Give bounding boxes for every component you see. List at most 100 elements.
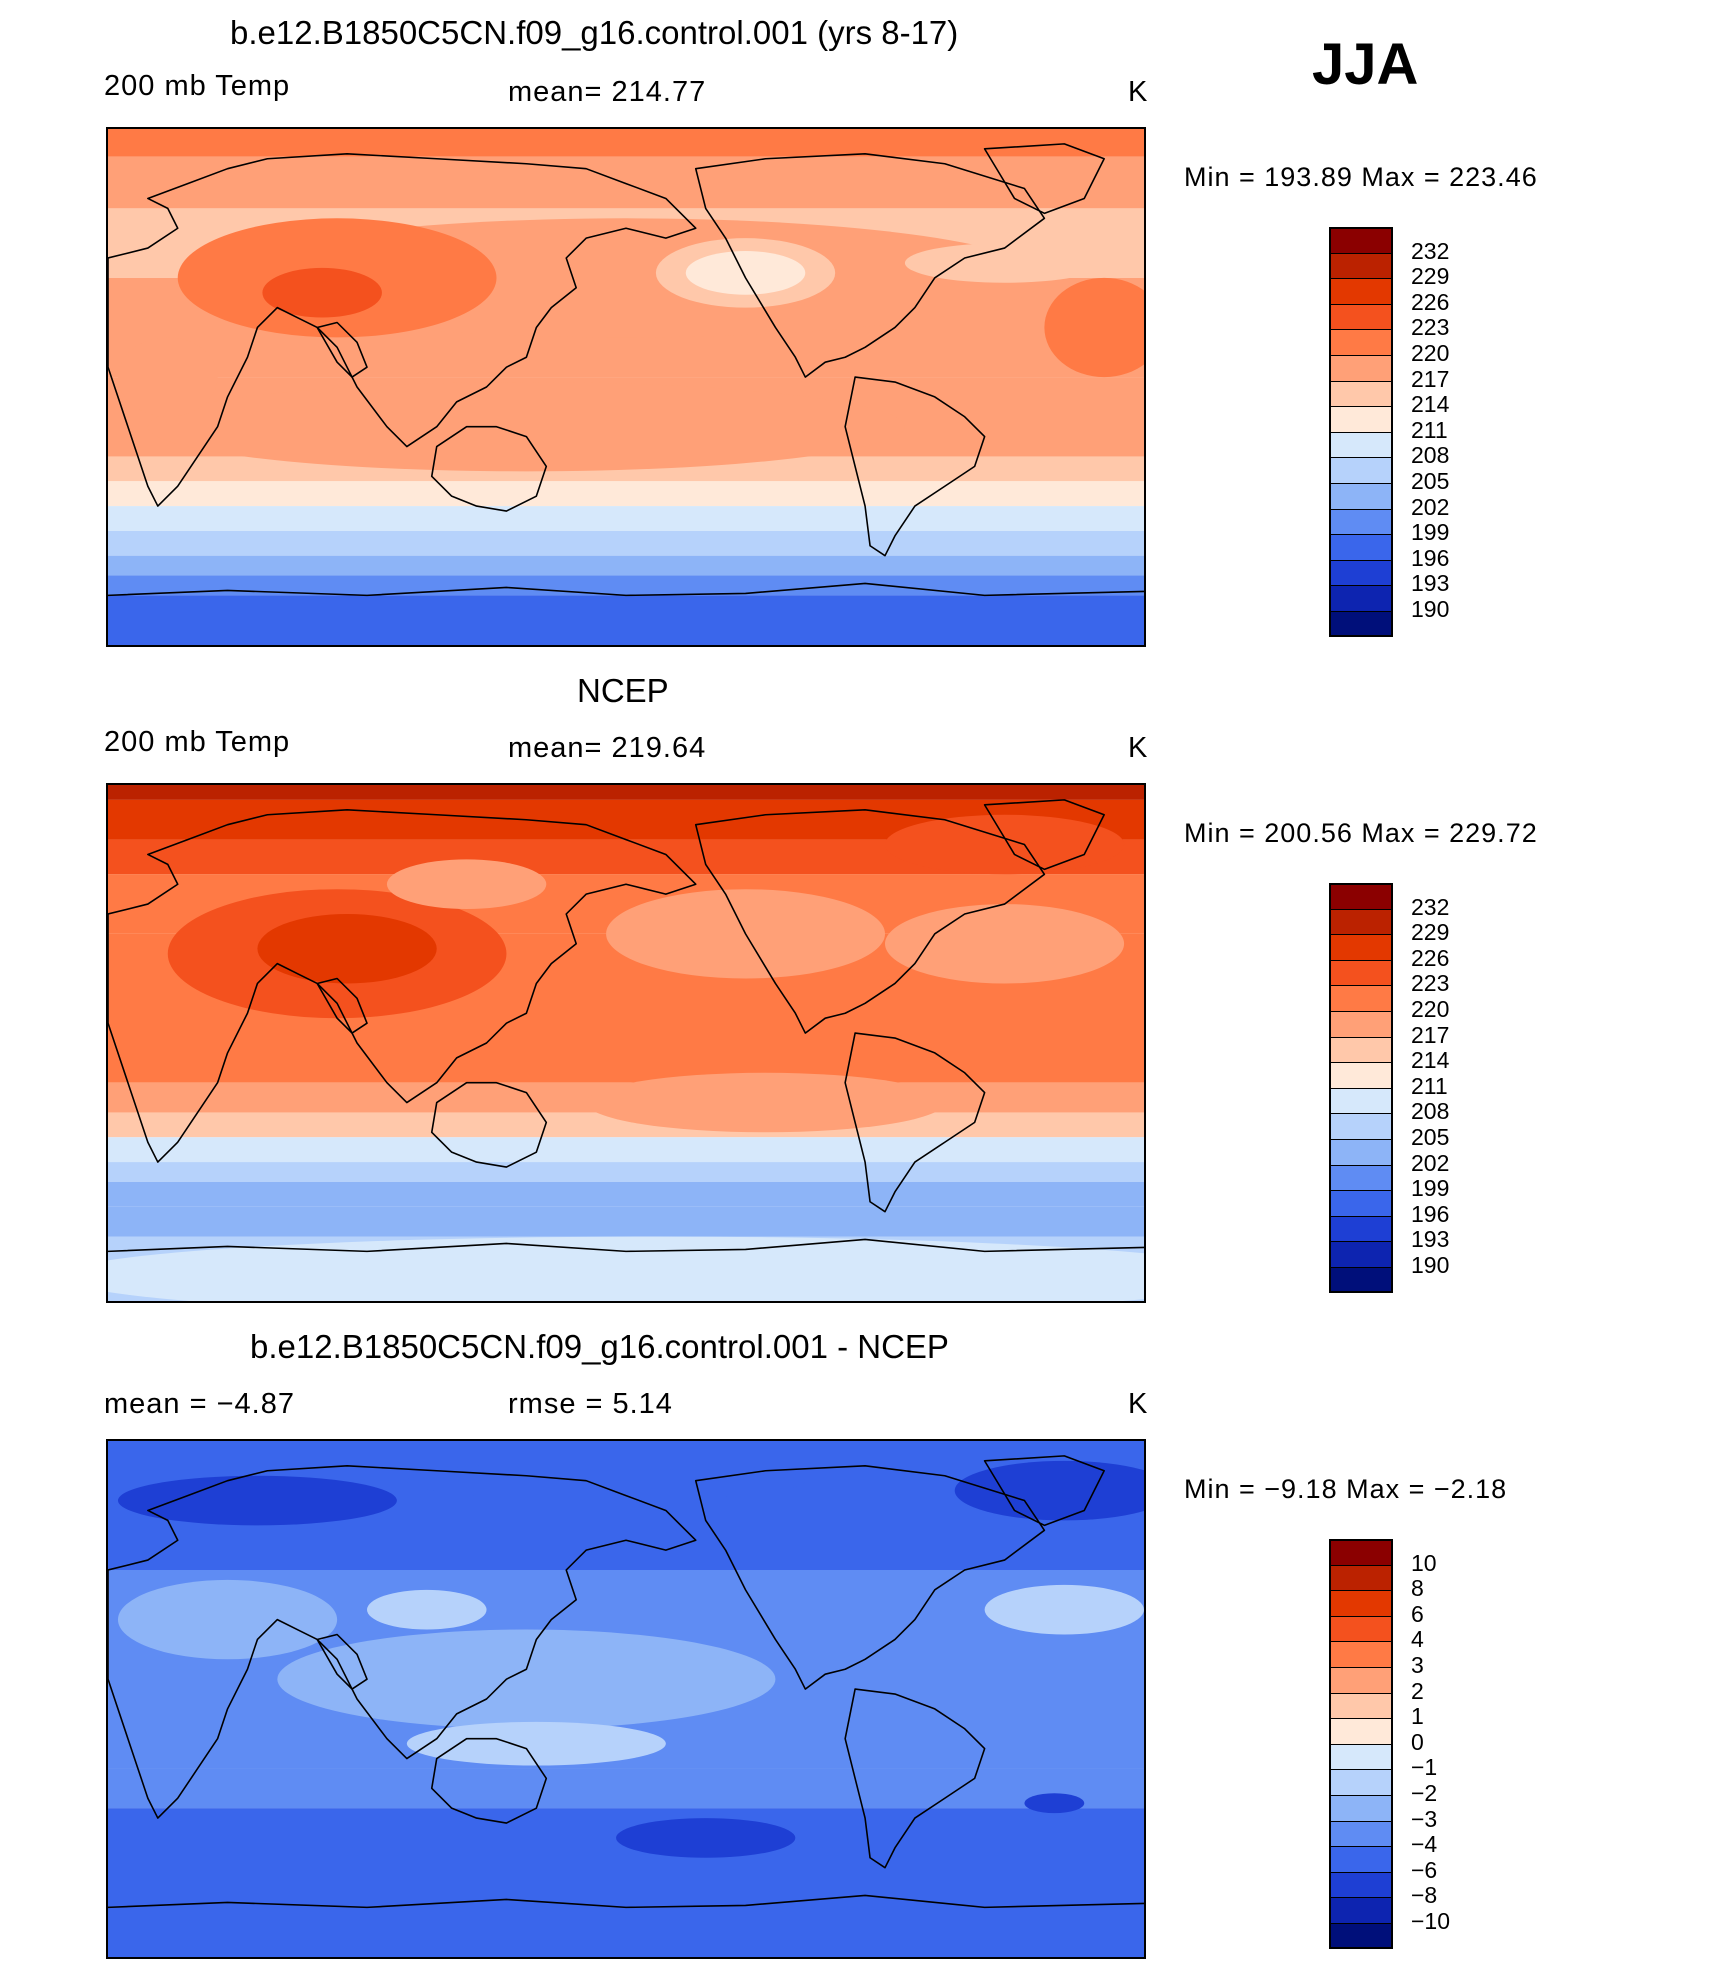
colorbar-swatch	[1329, 1267, 1393, 1293]
colorbar-tick-label: 199	[1411, 519, 1450, 546]
colorbar-swatch	[1329, 1846, 1393, 1872]
panel-2-minmax: Min = 200.56 Max = 229.72	[1184, 818, 1538, 848]
panel-2-colorbar: 232 229 226 223 220 217 214 211 208 205 202 199 196 1…	[1329, 883, 1449, 1293]
colorbar-swatch	[1329, 585, 1393, 611]
colorbar-swatch	[1329, 1692, 1393, 1719]
colorbar-swatch	[1329, 227, 1393, 253]
panel-3-title: b.e12.B1850C5CN.f09_g16.control.001 - NC…	[250, 1328, 949, 1365]
colorbar-tick-label: 223	[1411, 314, 1450, 341]
panel-3-minmax: Min = −9.18 Max = −2.18	[1184, 1474, 1508, 1504]
colorbar-tick-label: −4	[1411, 1831, 1438, 1858]
colorbar-tick-label: 1	[1411, 1703, 1424, 1730]
panel-1-units: K	[1128, 76, 1149, 108]
panel-1-mean-label: mean= 214.77	[508, 76, 707, 108]
colorbar-swatch	[1329, 1871, 1393, 1898]
colorbar-swatch	[1329, 559, 1393, 586]
colorbar-swatch	[1329, 1062, 1393, 1088]
panel-3-map	[106, 1439, 1146, 1959]
panel-2-contour-field	[108, 785, 1144, 1301]
colorbar-tick-label: 4	[1411, 1626, 1424, 1653]
panel-2-title: NCEP	[577, 672, 669, 709]
colorbar-swatch	[1329, 1641, 1393, 1667]
colorbar-tick-label: 220	[1411, 340, 1450, 366]
panel-2-units: K	[1128, 732, 1149, 764]
colorbar-tick-label: 199	[1411, 1175, 1450, 1202]
colorbar-tick-label: 8	[1411, 1575, 1424, 1602]
colorbar-swatch	[1329, 611, 1393, 637]
colorbar-swatch	[1329, 380, 1393, 407]
colorbar-tick-label: 232	[1411, 237, 1450, 264]
panel-1-colorbar: 232 229 226 223 220 217 214 211 208 205 202 199 196 1…	[1329, 227, 1449, 637]
colorbar-tick-label: 205	[1411, 1124, 1450, 1150]
colorbar-swatch	[1329, 1011, 1393, 1037]
colorbar-swatch	[1329, 1036, 1393, 1063]
colorbar-swatch	[1329, 1820, 1393, 1847]
colorbar-swatch	[1329, 355, 1393, 381]
colorbar-tick-label: 208	[1411, 1098, 1450, 1125]
colorbar-tick-label: 229	[1411, 919, 1450, 946]
colorbar-tick-label: 220	[1411, 996, 1450, 1022]
colorbar-tick-label: −8	[1411, 1882, 1438, 1909]
panel-3-mean-label: mean = −4.87	[104, 1388, 295, 1420]
colorbar-tick-label: −6	[1411, 1856, 1438, 1883]
panel-3-colorbar: 10 8 6 4 3 2 1 0 −1 −2 −3 −4 −6 −8 −10	[1329, 1539, 1450, 1949]
colorbar-swatch	[1329, 1718, 1393, 1744]
colorbar-swatch	[1329, 483, 1393, 509]
panel-1-contour-field	[108, 129, 1144, 645]
colorbar-swatch	[1329, 1164, 1393, 1191]
colorbar-swatch	[1329, 1769, 1393, 1795]
colorbar-swatch	[1329, 1215, 1393, 1242]
colorbar-swatch	[1329, 457, 1393, 483]
colorbar-swatch	[1329, 1897, 1393, 1923]
colorbar-swatch	[1329, 406, 1393, 432]
colorbar-tick-label: 2	[1411, 1677, 1424, 1704]
colorbar-tick-label: 190	[1411, 596, 1450, 622]
colorbar-tick-label: 211	[1411, 1072, 1448, 1099]
colorbar-tick-label: 193	[1411, 1226, 1450, 1253]
colorbar-tick-label: 217	[1411, 1021, 1450, 1048]
colorbar-swatch	[1329, 985, 1393, 1011]
colorbar-tick-label: −2	[1411, 1780, 1438, 1806]
colorbar-tick-label: 223	[1411, 970, 1450, 997]
colorbar-tick-label: 0	[1411, 1728, 1424, 1755]
panel-1-minmax: Min = 193.89 Max = 223.46	[1184, 162, 1538, 192]
colorbar-tick-label: 211	[1411, 416, 1448, 443]
colorbar-swatch	[1329, 252, 1393, 279]
panel-2-map	[106, 783, 1146, 1303]
colorbar-swatch	[1329, 508, 1393, 535]
colorbar-tick-label: −10	[1411, 1908, 1451, 1934]
panel-3-units: K	[1128, 1388, 1149, 1420]
panel-2-variable-label: 200 mb Temp	[104, 726, 291, 758]
colorbar-swatch	[1329, 934, 1393, 960]
colorbar-tick-label: 214	[1411, 391, 1450, 418]
colorbar-swatch	[1329, 1539, 1393, 1565]
colorbar-swatch	[1329, 1241, 1393, 1267]
panel-1-map	[106, 127, 1146, 647]
colorbar-swatch	[1329, 1667, 1393, 1693]
colorbar-swatch	[1329, 1615, 1393, 1642]
colorbar-swatch	[1329, 883, 1393, 909]
panel-3-contour-field	[108, 1441, 1144, 1957]
season-label: JJA	[1312, 32, 1419, 97]
colorbar-swatch	[1329, 1795, 1393, 1821]
colorbar-tick-label: 226	[1411, 288, 1450, 315]
colorbar-swatch	[1329, 908, 1393, 935]
colorbar-swatch	[1329, 534, 1393, 560]
colorbar-tick-label: 208	[1411, 442, 1450, 469]
colorbar-tick-label: 202	[1411, 493, 1450, 520]
colorbar-swatch	[1329, 1743, 1393, 1770]
colorbar-tick-label: 3	[1411, 1652, 1424, 1678]
colorbar-tick-label: 196	[1411, 544, 1450, 571]
colorbar-tick-label: −1	[1411, 1754, 1438, 1781]
colorbar-swatch	[1329, 303, 1393, 330]
colorbar-tick-label: 202	[1411, 1149, 1450, 1176]
colorbar-tick-label: 10	[1411, 1549, 1437, 1576]
colorbar-tick-label: −3	[1411, 1805, 1438, 1832]
colorbar-tick-label: 196	[1411, 1200, 1450, 1227]
colorbar-swatch	[1329, 278, 1393, 304]
colorbar-tick-label: 190	[1411, 1252, 1450, 1278]
colorbar-tick-label: 193	[1411, 570, 1450, 597]
colorbar-tick-label: 205	[1411, 468, 1450, 494]
colorbar-tick-label: 217	[1411, 365, 1450, 392]
colorbar-swatch	[1329, 1113, 1393, 1139]
